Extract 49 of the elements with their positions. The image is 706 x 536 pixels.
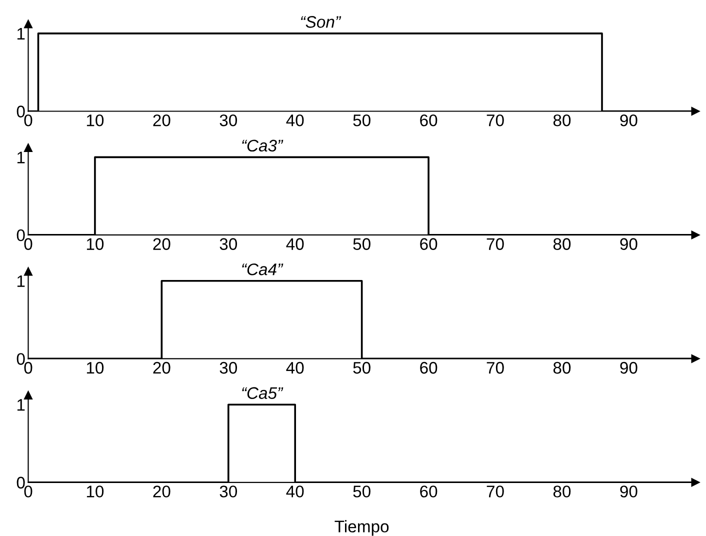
- x-tick-label: 40: [286, 362, 304, 374]
- x-tick-label: 90: [620, 362, 638, 374]
- x-tick-label: 50: [353, 486, 370, 498]
- y-tick-label: 0: [16, 476, 25, 489]
- x-tick-label: 10: [86, 238, 104, 250]
- x-tick-label: 70: [486, 114, 504, 126]
- x-tick-label: 60: [420, 114, 438, 126]
- y-tick-label: 1: [17, 28, 25, 40]
- x-tick-label: 40: [286, 114, 304, 126]
- x-tick-label: 80: [553, 114, 571, 126]
- y-tick-label: 1: [17, 399, 25, 411]
- x-tick-label: 40: [286, 486, 304, 498]
- x-tick-label: 60: [420, 362, 438, 374]
- x-tick-label: 50: [353, 362, 370, 374]
- x-tick-label: 40: [286, 238, 304, 250]
- x-tick-label: 70: [486, 362, 504, 374]
- x-tick-label: 10: [86, 486, 104, 498]
- x-tick-label: 80: [553, 238, 571, 250]
- chart-title: “Son”: [300, 16, 342, 28]
- y-tick-label: 1: [17, 152, 25, 164]
- x-tick-label: 80: [553, 362, 571, 374]
- chart-title: “Ca5”: [242, 387, 284, 399]
- x-tick-label: 60: [420, 238, 438, 250]
- x-tick-label: 70: [486, 238, 504, 250]
- x-tick-label: 20: [153, 362, 170, 374]
- x-tick-label: 50: [353, 238, 370, 250]
- y-tick-label: 1: [17, 275, 25, 287]
- x-tick-label: 20: [153, 486, 170, 498]
- x-tick-label: 50: [353, 114, 370, 126]
- x-tick-label: 30: [220, 114, 238, 126]
- x-tick-label: 20: [153, 114, 170, 126]
- x-tick-label: 30: [220, 238, 238, 250]
- y-tick-label: 0: [16, 353, 25, 365]
- y-tick-label: 0: [16, 229, 25, 242]
- x-tick-label: 90: [620, 486, 638, 498]
- chart-title: “Ca4”: [242, 263, 284, 276]
- x-tick-label: 60: [420, 486, 438, 498]
- x-tick-label: 80: [553, 486, 571, 498]
- x-tick-label: 10: [86, 362, 104, 374]
- x-tick-label: 70: [486, 486, 504, 498]
- chart-title: “Ca3”: [242, 140, 284, 152]
- x-tick-label: 90: [620, 114, 638, 126]
- x-axis-title: Tiempo: [334, 520, 389, 536]
- x-tick-label: 20: [153, 238, 170, 250]
- x-tick-label: 30: [220, 486, 238, 498]
- x-tick-label: 10: [86, 114, 104, 126]
- x-tick-label: 90: [620, 238, 638, 250]
- y-tick-label: 0: [16, 106, 25, 118]
- x-tick-label: 30: [220, 362, 238, 374]
